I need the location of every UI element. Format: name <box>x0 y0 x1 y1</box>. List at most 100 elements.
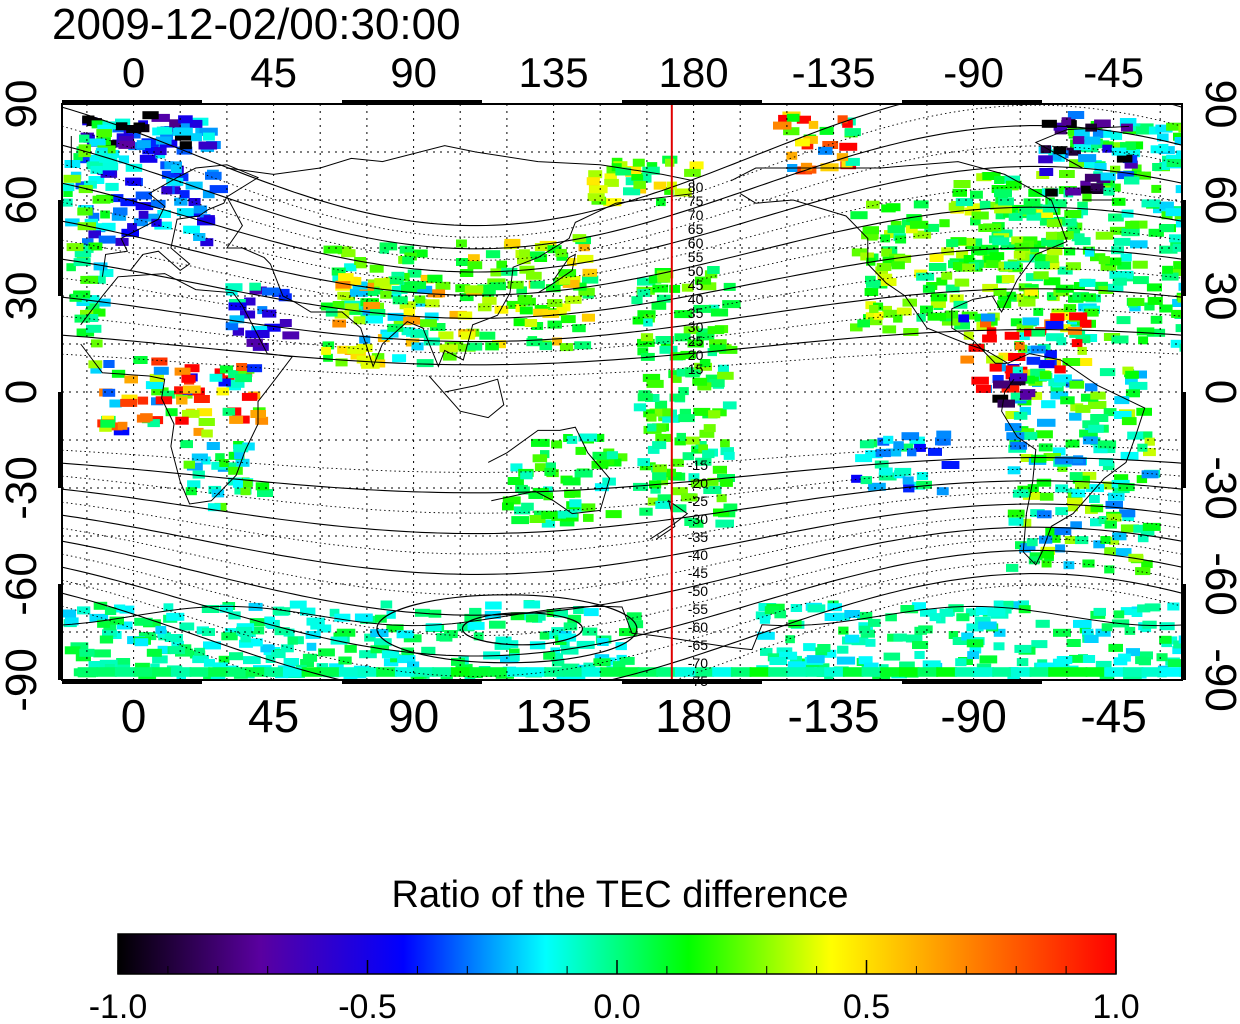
tec-patch <box>896 443 914 452</box>
tec-patch <box>1012 489 1029 498</box>
tec-patch <box>1141 199 1160 208</box>
tec-patch <box>93 308 106 317</box>
tec-patch <box>1052 658 1065 667</box>
tec-patch <box>386 624 404 633</box>
mlat-contour <box>62 561 1182 677</box>
latitude-tick-label: -90 <box>0 648 46 712</box>
tec-patch <box>531 438 550 447</box>
tec-patch <box>564 489 581 498</box>
tec-patch <box>939 608 954 617</box>
tec-patch <box>600 667 621 677</box>
tec-patch <box>151 387 169 396</box>
colorbar-tick-label: -0.5 <box>338 988 397 1024</box>
tec-patch <box>896 307 912 316</box>
latitude-tick-label: -30 <box>1196 456 1240 520</box>
tec-patch <box>757 631 775 640</box>
tec-patch <box>170 173 189 182</box>
tec-patch <box>1018 298 1036 307</box>
tec-patch <box>403 307 415 316</box>
tec-patch <box>391 290 402 299</box>
frame-bar-left <box>58 392 63 488</box>
tec-patch <box>946 239 959 248</box>
tec-patch <box>135 662 150 671</box>
tec-patch <box>341 249 356 258</box>
south-magnetic-pole-contour <box>376 594 638 664</box>
tec-patch <box>1065 262 1081 271</box>
colorbar-tick-label: 0.0 <box>593 988 640 1024</box>
tec-patch <box>534 612 546 621</box>
tec-patch <box>577 254 594 263</box>
tec-patch <box>1120 607 1137 616</box>
tec-patch <box>531 322 544 330</box>
tec-patch <box>521 502 534 511</box>
tec-patch <box>997 300 1012 309</box>
tec-patch <box>1082 628 1094 637</box>
tec-patch <box>271 650 286 659</box>
mlat-contour <box>62 549 1182 657</box>
tec-patch <box>229 315 245 324</box>
tec-patch <box>844 128 861 137</box>
mlat-contour <box>62 288 1182 343</box>
tec-patch <box>688 473 700 482</box>
tec-patch <box>388 276 404 285</box>
frame-bar-right <box>1181 584 1186 680</box>
tec-patch <box>1001 275 1015 283</box>
tec-patch <box>1067 326 1082 335</box>
tec-patch <box>885 613 897 622</box>
contour-label: 75 <box>688 193 704 209</box>
tec-patch <box>100 210 110 219</box>
tec-patch <box>1148 228 1164 237</box>
tec-patch <box>338 656 352 665</box>
tec-patch <box>916 272 935 281</box>
tec-patch <box>240 487 251 496</box>
tec-patch <box>80 275 99 284</box>
tec-patch <box>1035 430 1053 439</box>
tec-patch <box>232 327 244 336</box>
tec-patch <box>983 223 1002 232</box>
tec-patch <box>1005 411 1019 419</box>
tec-patch <box>300 607 316 616</box>
tec-patch <box>1061 117 1072 126</box>
tec-patch <box>1095 628 1111 637</box>
tec-patch <box>578 433 598 442</box>
tec-patch <box>370 629 389 638</box>
tec-patch <box>424 312 439 321</box>
tec-patch <box>218 655 230 664</box>
tec-patch <box>1130 123 1141 132</box>
tec-patch <box>359 650 377 659</box>
tec-patch <box>632 316 651 325</box>
tec-patch <box>344 263 357 272</box>
tec-patch <box>1175 324 1182 333</box>
contour-label: 45 <box>688 277 704 293</box>
tec-patch <box>300 659 314 667</box>
tec-patch <box>1169 234 1181 243</box>
tec-patch <box>93 601 108 610</box>
map-frame-scale-bars <box>58 100 1186 684</box>
tec-patch <box>442 352 457 361</box>
tec-patch <box>891 261 905 270</box>
tec-patch <box>693 304 711 313</box>
tec-patch <box>769 657 788 665</box>
tec-patch <box>81 295 100 304</box>
tec-patch <box>668 370 679 379</box>
tec-patch <box>216 387 230 396</box>
tec-patch <box>414 285 433 294</box>
tec-patch <box>998 197 1014 206</box>
tec-patch <box>1040 550 1054 559</box>
tec-patch <box>631 172 644 181</box>
tec-patch <box>63 174 81 183</box>
tec-patch <box>225 283 243 292</box>
tec-patch <box>334 613 351 622</box>
tec-patch <box>1113 657 1128 666</box>
tec-patch <box>241 392 258 401</box>
longitude-tick-label: -135 <box>792 49 876 96</box>
tec-patch <box>135 191 152 200</box>
tec-patch <box>181 374 196 383</box>
tec-patch <box>1125 370 1139 379</box>
tec-patch <box>138 632 157 641</box>
tec-patch <box>1094 119 1111 128</box>
tec-patch <box>1170 339 1182 348</box>
tec-patch <box>240 479 253 488</box>
colorbar-tick-label: 0.5 <box>843 988 890 1024</box>
tec-patch <box>363 288 379 296</box>
